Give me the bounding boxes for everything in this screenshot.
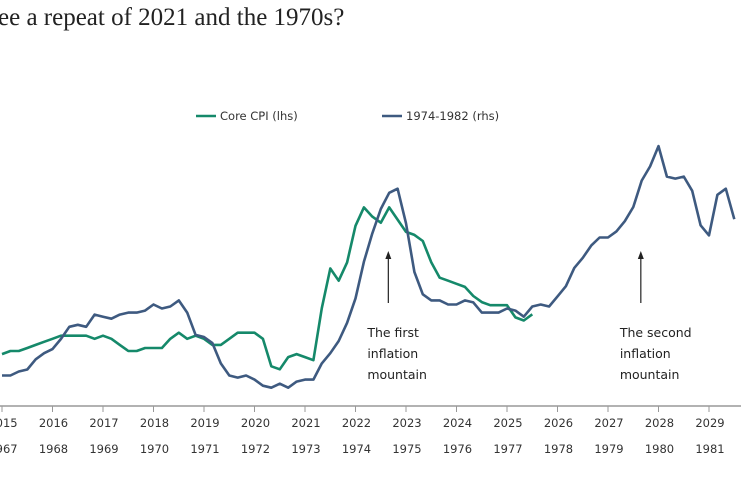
annotation-text: The first: [366, 325, 419, 340]
arrow-head-icon: [385, 251, 392, 259]
legend-label: 1974-1982 (rhs): [406, 109, 499, 123]
legend-label: Core CPI (lhs): [220, 109, 298, 123]
x-tick-label-bottom: 1976: [443, 442, 472, 456]
arrow-head-icon: [637, 251, 644, 259]
x-tick-label-bottom: 1971: [190, 442, 219, 456]
x-tick-label-top: 2026: [544, 416, 573, 430]
annotation-text: inflation: [620, 346, 671, 361]
annotation-text: mountain: [620, 367, 680, 382]
x-tick-label-bottom: 1978: [544, 442, 573, 456]
x-tick-label-bottom: 1970: [140, 442, 169, 456]
x-axis: 2015 2016 2017 2018 2019 2020 2021 2022 2023 2024…: [0, 405, 741, 456]
x-tick-label-top: 2023: [392, 416, 421, 430]
x-tick-label-top: 2024: [443, 416, 472, 430]
x-tick-label-bottom: 1980: [645, 442, 674, 456]
x-tick-label-top: 2022: [342, 416, 371, 430]
x-tick-label-bottom: 1977: [493, 442, 522, 456]
x-tick-label-bottom: 1969: [89, 442, 118, 456]
x-tick-label-top: 2018: [140, 416, 169, 430]
x-tick-label-bottom: 1973: [291, 442, 320, 456]
x-tick-label-bottom: 1974: [342, 442, 371, 456]
x-tick-label-top: 2019: [190, 416, 219, 430]
annotation-text: inflation: [367, 346, 418, 361]
x-tick-label-bottom: 1975: [392, 442, 421, 456]
x-tick-label-top: 2021: [291, 416, 320, 430]
series-layer: [1, 144, 736, 389]
x-tick-label-top: 2025: [493, 416, 522, 430]
annotation-text: The second: [619, 325, 692, 340]
series-line-1: [2, 144, 736, 389]
chart-title: ee a repeat of 2021 and the 1970s?: [0, 4, 345, 31]
x-tick-label-top: 2027: [594, 416, 623, 430]
x-tick-label-bottom: 1967: [0, 442, 18, 456]
x-tick-label-top: 2017: [89, 416, 118, 430]
annotation-text: mountain: [367, 367, 427, 382]
x-tick-label-top: 2028: [645, 416, 674, 430]
x-tick-label-bottom: 1972: [241, 442, 270, 456]
series-line-0: [1, 206, 534, 371]
x-tick-label-top: 2020: [241, 416, 270, 430]
x-tick-label-bottom: 1981: [695, 442, 724, 456]
x-tick-label-bottom: 1968: [39, 442, 68, 456]
x-tick-label-top: 2016: [39, 416, 68, 430]
legend: Core CPI (lhs) 1974-1982 (rhs): [196, 109, 499, 123]
annotations: The first inflation mountain The second infl…: [366, 251, 692, 382]
x-tick-label-top: 2029: [695, 416, 724, 430]
x-tick-label-top: 2015: [0, 416, 18, 430]
x-tick-label-bottom: 1979: [594, 442, 623, 456]
